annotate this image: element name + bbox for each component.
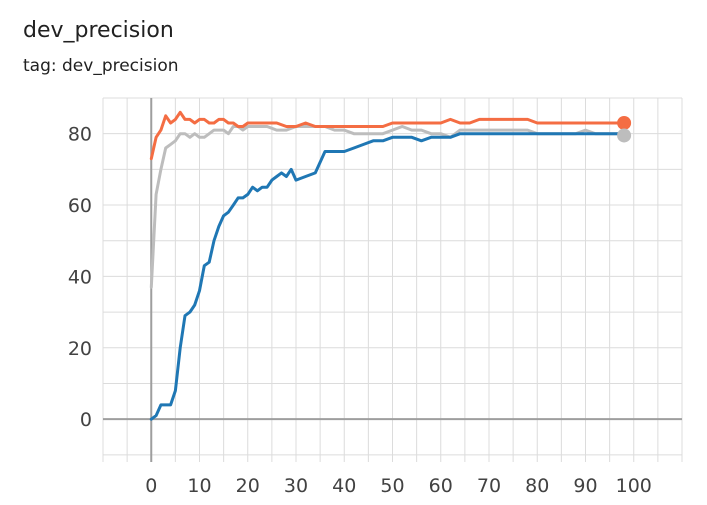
x-tick-label: 30 <box>284 475 308 497</box>
x-tick-label: 70 <box>477 475 501 497</box>
y-tick-label: 60 <box>68 195 92 217</box>
y-tick-label: 40 <box>68 266 92 288</box>
series-line-2 <box>149 110 626 161</box>
series-end-marker <box>617 128 632 143</box>
x-tick-label: 0 <box>145 475 157 497</box>
x-tick-label: 90 <box>573 475 597 497</box>
chart-title: dev_precision <box>23 18 174 43</box>
end-markers <box>617 115 632 143</box>
x-tick-label: 40 <box>332 475 356 497</box>
grid-lines <box>102 97 683 462</box>
x-tick-label: 80 <box>525 475 549 497</box>
series-line-3 <box>149 132 626 421</box>
x-tick-label: 100 <box>616 475 652 497</box>
y-tick-label: 80 <box>68 124 92 146</box>
y-tick-label: 20 <box>68 338 92 360</box>
series-line-1 <box>149 125 626 289</box>
tick-labels: 0 10 20 30 40 50 60 70 80 90 100 0 20 40 60 80 <box>68 124 652 497</box>
chart-subtitle: tag: dev_precision <box>23 56 179 76</box>
x-tick-label: 20 <box>236 475 260 497</box>
series-end-marker <box>617 115 632 130</box>
y-tick-label: 0 <box>80 409 92 431</box>
x-tick-label: 60 <box>429 475 453 497</box>
x-tick-label: 10 <box>187 475 211 497</box>
series-lines <box>149 110 626 421</box>
x-tick-label: 50 <box>380 475 404 497</box>
